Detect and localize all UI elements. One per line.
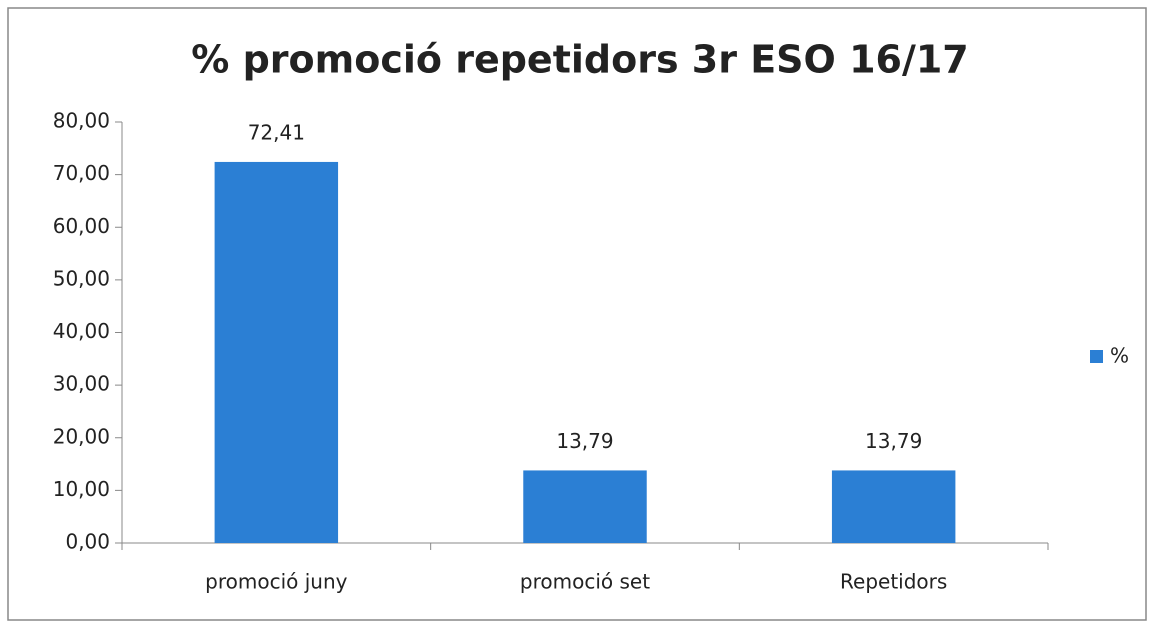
x-tick-label: promoció set [520,570,650,594]
y-tick-label: 20,00 [53,424,110,448]
y-tick-label: 40,00 [53,319,110,343]
x-tick-label: promoció juny [205,570,347,594]
bar [214,161,339,543]
data-label: 13,79 [556,429,613,453]
y-tick-label: 10,00 [53,477,110,501]
x-tick-label: Repetidors [840,570,947,594]
chart-title: % promoció repetidors 3r ESO 16/17 [191,38,968,82]
y-tick-label: 0,00 [65,530,110,554]
y-tick-label: 70,00 [53,161,110,185]
data-label: 13,79 [865,429,922,453]
bar [831,470,956,543]
y-tick-label: 50,00 [53,266,110,290]
y-tick-label: 80,00 [53,109,110,133]
legend-swatch [1090,350,1103,363]
y-tick-label: 60,00 [53,214,110,238]
data-label: 72,41 [248,120,305,144]
bar [523,470,647,543]
y-tick-label: 30,00 [53,372,110,396]
legend-label: % [1110,344,1129,368]
